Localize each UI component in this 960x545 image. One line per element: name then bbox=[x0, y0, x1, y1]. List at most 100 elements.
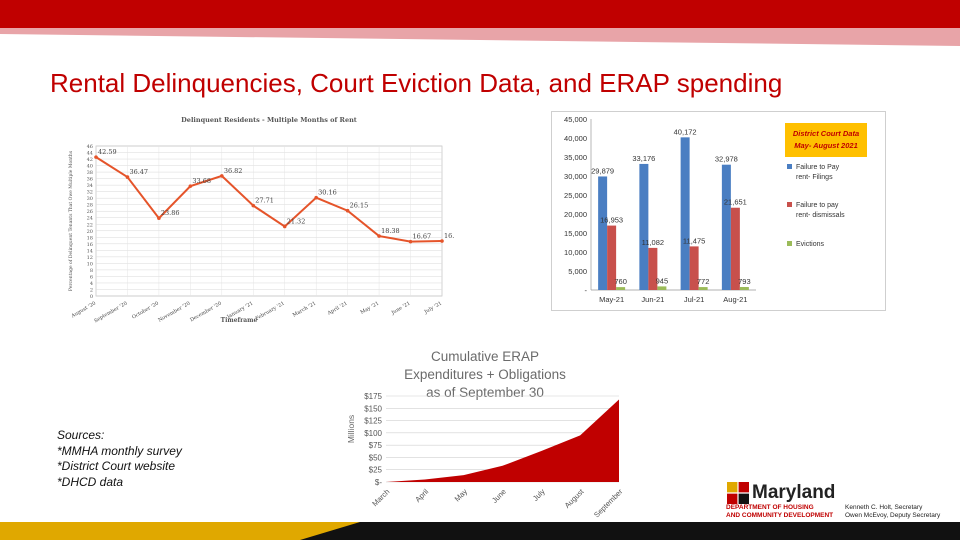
sources-note: Sources: *MMHA monthly survey *District … bbox=[57, 428, 182, 490]
slide-title: Rental Delinquencies, Court Eviction Dat… bbox=[50, 68, 783, 98]
y-tick-label: 5,000 bbox=[568, 267, 587, 276]
secretary-name: Kenneth C. Holt, Secretary bbox=[845, 504, 923, 511]
y-tick-label: 12 bbox=[87, 255, 93, 261]
x-tick-label: May '21 bbox=[360, 301, 381, 316]
bar bbox=[616, 287, 626, 290]
series-line bbox=[95, 156, 443, 243]
data-label: 36.47 bbox=[129, 168, 148, 176]
sources-line: *District Court website bbox=[57, 459, 176, 473]
sources-line: Sources: bbox=[57, 428, 105, 442]
data-label: 32,978 bbox=[715, 155, 738, 164]
bar bbox=[698, 287, 708, 290]
header-accent-stripe bbox=[0, 28, 960, 46]
data-label: 42.59 bbox=[98, 148, 117, 156]
data-point bbox=[377, 234, 381, 238]
x-tick-label: April '21 bbox=[326, 301, 349, 318]
logo-department: DEPARTMENT OF HOUSING AND COMMUNITY DEVE… bbox=[726, 504, 833, 520]
data-label: 18.38 bbox=[381, 227, 400, 235]
y-tick-label: 4 bbox=[90, 281, 93, 287]
bar bbox=[689, 246, 699, 290]
y-tick-label: 26 bbox=[87, 209, 93, 215]
delinquency-line-chart-svg: Delinquent Residents - Multiple Months o… bbox=[68, 116, 454, 324]
y-tick-label: 10,000 bbox=[564, 248, 587, 257]
data-label: 21,651 bbox=[724, 198, 747, 207]
data-label: 23.86 bbox=[161, 209, 180, 217]
chart-title: as of September 30 bbox=[426, 385, 544, 400]
bar bbox=[739, 286, 749, 290]
plot-area bbox=[95, 145, 443, 297]
legend-title: May- August 2021 bbox=[794, 141, 858, 150]
data-point bbox=[157, 216, 161, 220]
x-tick-label: August '20 bbox=[70, 301, 97, 320]
chart-title: Expenditures + Obligations bbox=[404, 367, 566, 382]
y-tick-label: $175 bbox=[364, 392, 382, 401]
maryland-flag-icon bbox=[727, 482, 749, 504]
data-point bbox=[251, 203, 256, 208]
y-tick-label: 8 bbox=[90, 268, 93, 274]
y-tick-label: 34 bbox=[87, 183, 93, 189]
y-tick-label: 6 bbox=[90, 274, 93, 280]
footer-band-shape bbox=[0, 522, 960, 540]
erap-area-chart-svg: Cumulative ERAP Expenditures + Obligation… bbox=[332, 344, 638, 526]
data-label: 26.15 bbox=[350, 202, 369, 210]
bar bbox=[680, 137, 690, 290]
data-label: 793 bbox=[738, 277, 751, 286]
y-tick-label: 14 bbox=[87, 248, 93, 254]
data-point bbox=[188, 184, 193, 188]
data-label: 772 bbox=[697, 277, 710, 286]
y-tick-label: $- bbox=[375, 478, 382, 487]
y-tick-label: 46 bbox=[87, 144, 93, 150]
y-tick-label: 20 bbox=[87, 229, 93, 235]
y-tick-label: 44 bbox=[87, 151, 93, 157]
y-tick-label: 18 bbox=[87, 235, 93, 241]
data-label: 11,475 bbox=[683, 236, 705, 245]
y-tick-label: 35,000 bbox=[564, 153, 587, 162]
x-tick-label: December '20 bbox=[189, 301, 223, 324]
logo-dept-line: AND COMMUNITY DEVELOPMENT bbox=[726, 512, 834, 519]
y-tick-label: $100 bbox=[364, 429, 382, 438]
legend-label: Evictions bbox=[796, 241, 825, 248]
data-label: 27.71 bbox=[255, 197, 274, 205]
data-label: 16,953 bbox=[600, 216, 623, 225]
bar bbox=[598, 176, 608, 290]
data-point bbox=[220, 174, 224, 178]
y-tick-label: $50 bbox=[369, 453, 383, 462]
data-label: 16.87 bbox=[444, 232, 454, 240]
x-tick-label: July '21 bbox=[423, 301, 443, 316]
dhcd-logo: Maryland DEPARTMENT OF HOUSING AND COMMU… bbox=[726, 478, 956, 522]
y-tick-label: 2 bbox=[90, 287, 93, 293]
bar bbox=[657, 286, 667, 290]
chart-title: Cumulative ERAP bbox=[431, 349, 539, 364]
logo-dept-line: DEPARTMENT OF HOUSING bbox=[726, 504, 814, 511]
y-tick-label: 40 bbox=[87, 164, 93, 170]
y-tick-label: 42 bbox=[87, 157, 93, 163]
y-tick-label: 28 bbox=[87, 203, 93, 209]
y-tick-label: 32 bbox=[87, 190, 93, 196]
data-label: 945 bbox=[656, 276, 669, 285]
data-label: 16.67 bbox=[413, 233, 432, 241]
bar bbox=[639, 163, 649, 290]
legend-label: rent- Filings bbox=[796, 174, 833, 181]
district-court-bar-chart: - 5,000 10,000 15,000 20,000 25,000 30,000 35,0… bbox=[551, 111, 886, 311]
delinquency-line-chart: Delinquent Residents - Multiple Months o… bbox=[62, 110, 454, 328]
y-tick-label: 10 bbox=[87, 261, 93, 267]
y-tick-label: $150 bbox=[364, 404, 382, 413]
sources-line: *DHCD data bbox=[57, 474, 124, 489]
data-label: 11,082 bbox=[642, 238, 664, 247]
y-tick-label: $125 bbox=[364, 417, 382, 426]
y-tick-label: 20,000 bbox=[564, 210, 587, 219]
y-tick-label: - bbox=[585, 286, 588, 295]
data-point bbox=[440, 239, 444, 243]
logo-wordmark: Maryland bbox=[752, 482, 836, 503]
x-tick-label: May-21 bbox=[599, 295, 624, 304]
x-tick-label: October '20 bbox=[131, 301, 160, 321]
y-tick-label: 16 bbox=[87, 242, 93, 248]
x-tick-label: March '21 bbox=[292, 301, 317, 319]
data-label: 760 bbox=[614, 277, 627, 286]
legend-title-box bbox=[785, 123, 867, 157]
y-tick-label: 38 bbox=[87, 170, 93, 176]
x-tick-label: Aug-21 bbox=[723, 295, 747, 304]
data-label: 33,176 bbox=[632, 154, 655, 163]
deputy-secretary-name: Owen McEvoy, Deputy Secretary bbox=[845, 512, 941, 519]
legend-swatch bbox=[787, 202, 792, 207]
